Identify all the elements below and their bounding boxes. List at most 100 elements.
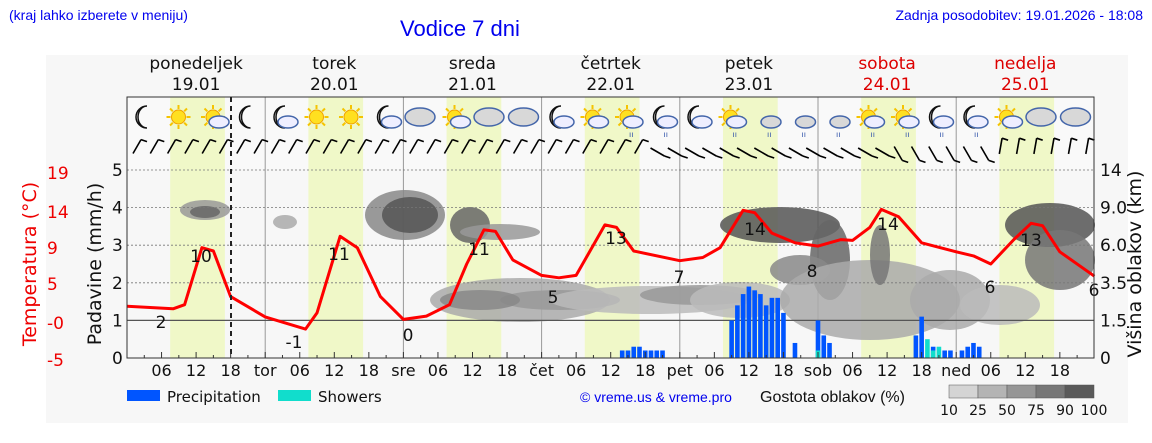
- wind-barb-icon: [962, 146, 978, 164]
- wind-barb-icon: [166, 138, 182, 154]
- cloudy-icon: [1059, 107, 1092, 127]
- shower-bar: [930, 350, 936, 358]
- wind-barb-icon: [910, 146, 926, 164]
- wind-barb-icon: [875, 147, 896, 159]
- cloud-rain-icon: ıı: [760, 115, 782, 139]
- wind-barb-icon: [512, 138, 528, 154]
- temp-label: 11: [328, 245, 350, 265]
- temp-label: 7: [674, 268, 685, 288]
- precip-bar: [913, 335, 919, 358]
- svg-text:ıı: ıı: [905, 130, 909, 139]
- moon-rain-icon: ıı: [928, 105, 955, 139]
- wind-barb-icon: [530, 138, 546, 154]
- wind-barb-icon: [564, 138, 580, 154]
- precip-bar: [763, 305, 769, 358]
- svg-text:ıı: ıı: [940, 130, 944, 139]
- moon-rain-icon: ıı: [963, 105, 989, 139]
- svg-text:06: 06: [981, 361, 1001, 380]
- moon-cloud-icon: [549, 105, 575, 129]
- svg-text:18: 18: [911, 361, 931, 380]
- precipitation-bars: [619, 286, 982, 358]
- svg-text:0: 0: [1100, 349, 1111, 369]
- copyright-link[interactable]: © vreme.us & vreme.pro: [580, 389, 732, 405]
- location-hint[interactable]: (kraj lahko izberete v meniju): [9, 7, 188, 23]
- svg-text:06: 06: [566, 361, 586, 380]
- wind-barb-icon: [857, 147, 879, 159]
- wind-barb-icon: [305, 138, 321, 154]
- svg-text:2: 2: [112, 274, 123, 294]
- moon-icon: [135, 105, 148, 129]
- wind-barb-icon: [184, 138, 200, 154]
- precip-bar: [746, 286, 752, 358]
- svg-text:12: 12: [601, 361, 621, 380]
- wind-barb-icon: [928, 146, 944, 164]
- moon-rain-icon: ıı: [652, 105, 679, 139]
- wind-barb-icon: [443, 138, 459, 154]
- svg-text:12: 12: [462, 361, 482, 380]
- precip-bar: [827, 342, 832, 358]
- svg-text:ıı: ıı: [836, 130, 840, 139]
- day-date: 25.01: [1001, 75, 1050, 95]
- sun-icon: [339, 105, 363, 129]
- cloud-density-scale: 10 25 50 75 90 100: [940, 384, 1107, 419]
- precip-ticks: 5 4 3 2 1 0: [112, 161, 123, 369]
- svg-text:10: 10: [940, 403, 958, 419]
- wind-barb-icon: [1015, 137, 1026, 155]
- svg-text:9: 9: [47, 239, 58, 259]
- precip-bar: [976, 346, 982, 358]
- wind-barb-icon: [495, 138, 511, 154]
- precip-bar: [792, 342, 798, 358]
- svg-text:ıı: ıı: [802, 130, 806, 139]
- wind-barb-icon: [322, 138, 338, 154]
- day-date: 22.01: [586, 75, 635, 95]
- svg-text:12: 12: [324, 361, 344, 380]
- cloud-rain-icon: ıı: [829, 115, 851, 139]
- wind-barb-icon: [409, 138, 425, 154]
- svg-text:5: 5: [112, 161, 123, 181]
- wind-barb-icon: [339, 138, 355, 154]
- showers-swatch: [278, 390, 311, 401]
- sun-cloud-icon: [442, 105, 472, 129]
- wind-barb-icon: [667, 147, 688, 159]
- moon-icon: [238, 105, 251, 129]
- precip-bar: [660, 350, 665, 358]
- precipitation-legend: Precipitation: [167, 388, 261, 406]
- svg-text:1.5: 1.5: [1100, 311, 1127, 331]
- svg-text:ıı: ıı: [974, 130, 978, 139]
- moon-cloud-icon: [376, 105, 403, 129]
- precip-bar: [959, 350, 965, 358]
- svg-text:sre: sre: [391, 361, 415, 380]
- svg-text:9.0: 9.0: [1100, 199, 1127, 219]
- wind-barb-icon: [1050, 137, 1061, 155]
- moon-cloud-icon: [687, 105, 713, 129]
- wind-barb-icon: [478, 138, 494, 154]
- day-name: četrtek: [580, 54, 641, 74]
- wind-barb-icon: [599, 138, 615, 154]
- sun-rain-icon: ıı: [615, 105, 644, 139]
- cloud-density-label: Gostota oblakov (%): [760, 389, 905, 406]
- svg-text:3: 3: [112, 236, 123, 256]
- svg-text:1: 1: [112, 311, 123, 331]
- wind-barb-icon: [771, 147, 792, 159]
- svg-text:-5: -5: [47, 351, 64, 371]
- wind-barb-icon: [1033, 137, 1043, 155]
- wind-barbs: [132, 137, 1095, 164]
- cloudy-icon: [1025, 107, 1057, 127]
- svg-text:čet: čet: [529, 361, 554, 380]
- temperature-ticks: 19 14 9 5 -0 -5: [47, 164, 69, 371]
- cloudy-icon: [473, 107, 505, 127]
- svg-text:18: 18: [1050, 361, 1070, 380]
- precip-bar: [648, 350, 654, 358]
- moon-cloud-icon: [273, 105, 299, 129]
- cloud-density-layer: [180, 190, 1095, 340]
- wind-barb-icon: [132, 138, 148, 154]
- wind-barb-icon: [945, 146, 961, 164]
- day-name: ponedeljek: [149, 54, 243, 74]
- day-name: nedelja: [994, 54, 1056, 74]
- last-updated: Zadnja posodobitev: 19.01.2026 - 18:08: [895, 7, 1143, 23]
- cloud-rain-icon: ıı: [794, 115, 817, 139]
- wind-barb-icon: [805, 147, 827, 159]
- precip-bar: [619, 350, 625, 358]
